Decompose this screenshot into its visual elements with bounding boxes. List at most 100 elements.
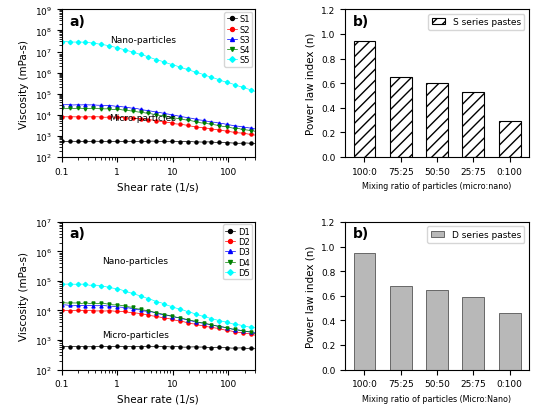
D4: [102, 301, 108, 306]
S4: [188, 119, 195, 124]
S2: [177, 122, 183, 127]
D5: [216, 318, 222, 323]
D1: [180, 345, 187, 350]
D4: [220, 325, 227, 330]
D1: [70, 344, 77, 349]
S2: [67, 115, 73, 120]
S2: [94, 115, 100, 120]
D4: [78, 301, 85, 306]
S1: [118, 140, 124, 145]
S4: [121, 109, 128, 114]
D4: [110, 303, 116, 308]
Y-axis label: Power law index (n): Power law index (n): [306, 245, 316, 347]
D5: [212, 317, 219, 322]
D5: [141, 295, 148, 300]
S2: [59, 115, 65, 120]
S2: [62, 115, 69, 120]
Text: b): b): [352, 15, 369, 29]
S3: [90, 103, 97, 108]
S1: [145, 140, 151, 145]
S1: [248, 142, 254, 147]
D1: [114, 344, 120, 349]
D5: [98, 284, 104, 289]
S1: [216, 140, 222, 145]
D3: [177, 316, 183, 321]
D3: [110, 304, 116, 309]
D3: [248, 330, 254, 335]
D3: [232, 328, 238, 332]
S4: [59, 107, 65, 112]
S4: [62, 107, 69, 112]
S1: [169, 140, 175, 145]
S1: [173, 140, 179, 145]
S2: [98, 115, 104, 120]
S5: [220, 80, 227, 85]
S3: [78, 103, 85, 108]
S1: [228, 141, 234, 146]
S5: [114, 46, 120, 51]
S3: [236, 125, 242, 130]
D3: [118, 305, 124, 310]
D4: [70, 301, 77, 306]
D4: [169, 314, 175, 319]
D1: [153, 344, 159, 349]
S5: [145, 55, 151, 60]
D5: [90, 283, 97, 288]
S5: [110, 45, 116, 50]
D5: [236, 323, 242, 328]
S5: [192, 71, 199, 76]
D5: [157, 300, 163, 305]
D4: [188, 318, 195, 323]
S2: [86, 115, 92, 120]
D2: [224, 328, 230, 333]
S5: [133, 52, 140, 57]
D2: [216, 326, 222, 331]
D4: [248, 330, 254, 335]
S2: [145, 118, 151, 123]
D3: [180, 317, 187, 322]
S1: [149, 139, 156, 144]
D1: [212, 345, 219, 350]
S5: [173, 64, 179, 69]
S4: [74, 107, 81, 112]
D3: [98, 304, 104, 309]
S4: [165, 115, 171, 120]
D3: [212, 323, 219, 328]
D1: [137, 344, 144, 349]
S4: [192, 120, 199, 125]
S3: [153, 110, 159, 115]
D4: [106, 302, 112, 307]
D4: [90, 301, 97, 306]
D1: [188, 344, 195, 349]
D3: [149, 310, 156, 315]
D3: [141, 309, 148, 314]
D1: [165, 344, 171, 349]
Legend: D series pastes: D series pastes: [427, 227, 525, 243]
D2: [62, 308, 69, 313]
S5: [161, 60, 168, 65]
S5: [129, 50, 136, 55]
S5: [62, 40, 69, 45]
D4: [185, 318, 191, 323]
S1: [177, 140, 183, 145]
S2: [70, 115, 77, 120]
Text: a): a): [69, 227, 85, 241]
D1: [106, 344, 112, 349]
D1: [90, 344, 97, 349]
D1: [121, 344, 128, 349]
D5: [220, 319, 227, 324]
X-axis label: Shear rate (1/s): Shear rate (1/s): [118, 182, 199, 192]
D1: [161, 344, 168, 349]
D4: [177, 316, 183, 321]
S1: [240, 141, 246, 146]
D1: [118, 344, 124, 349]
D5: [173, 306, 179, 311]
S3: [169, 113, 175, 118]
S4: [94, 107, 100, 112]
D1: [208, 345, 215, 350]
D5: [153, 299, 159, 304]
Line: D2: D2: [60, 309, 256, 337]
S1: [126, 140, 132, 145]
D3: [161, 313, 168, 318]
S2: [228, 130, 234, 135]
